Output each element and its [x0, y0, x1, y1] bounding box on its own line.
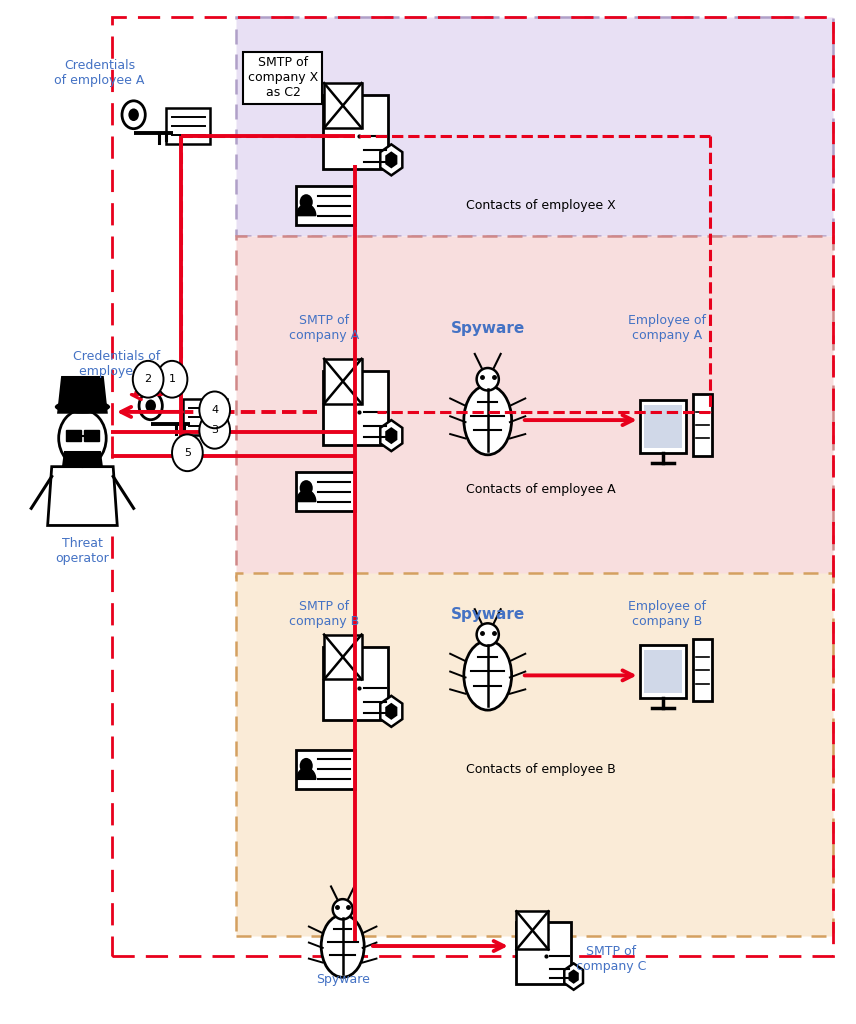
Polygon shape	[380, 696, 402, 727]
Circle shape	[128, 109, 139, 121]
Text: Spyware: Spyware	[450, 321, 525, 336]
FancyBboxPatch shape	[323, 371, 388, 444]
Circle shape	[172, 434, 203, 471]
Text: 5: 5	[184, 447, 191, 458]
Text: Contacts of employee A: Contacts of employee A	[467, 483, 616, 496]
Text: SMTP of
company A: SMTP of company A	[288, 314, 359, 342]
FancyBboxPatch shape	[236, 16, 833, 237]
FancyBboxPatch shape	[165, 109, 210, 144]
FancyBboxPatch shape	[693, 394, 712, 456]
Circle shape	[199, 412, 230, 449]
Circle shape	[122, 100, 146, 129]
Text: 4: 4	[211, 404, 218, 415]
Circle shape	[300, 758, 312, 774]
Polygon shape	[57, 376, 108, 414]
Text: 3: 3	[211, 425, 218, 435]
Ellipse shape	[464, 641, 512, 710]
Text: SMTP of
company B: SMTP of company B	[288, 600, 359, 628]
FancyBboxPatch shape	[236, 237, 833, 579]
Polygon shape	[297, 204, 316, 216]
Text: SMTP of
company C: SMTP of company C	[576, 945, 646, 973]
Text: SMTP of
company X
as C2: SMTP of company X as C2	[248, 56, 318, 99]
Polygon shape	[568, 970, 579, 984]
Text: Spyware: Spyware	[450, 606, 525, 622]
FancyBboxPatch shape	[323, 647, 388, 720]
Text: Employee of
company A: Employee of company A	[628, 314, 706, 342]
FancyBboxPatch shape	[182, 399, 227, 435]
Text: Credentials
of employee A: Credentials of employee A	[54, 58, 145, 87]
Circle shape	[59, 410, 106, 467]
Circle shape	[157, 360, 187, 397]
FancyBboxPatch shape	[296, 750, 355, 790]
FancyBboxPatch shape	[84, 430, 98, 441]
Circle shape	[199, 391, 230, 428]
Ellipse shape	[477, 624, 499, 646]
Text: 2: 2	[145, 374, 152, 384]
FancyBboxPatch shape	[324, 83, 361, 128]
Text: Contacts of employee X: Contacts of employee X	[467, 199, 616, 212]
Polygon shape	[385, 152, 397, 168]
FancyBboxPatch shape	[324, 358, 361, 403]
Circle shape	[133, 360, 163, 397]
FancyBboxPatch shape	[236, 573, 833, 936]
FancyBboxPatch shape	[639, 645, 686, 698]
Polygon shape	[62, 451, 103, 467]
Ellipse shape	[55, 400, 110, 414]
FancyBboxPatch shape	[516, 911, 549, 949]
Polygon shape	[297, 768, 316, 779]
Ellipse shape	[321, 914, 364, 977]
Polygon shape	[385, 702, 397, 720]
Text: Employee of
company B: Employee of company B	[628, 600, 706, 628]
Circle shape	[146, 399, 156, 412]
Polygon shape	[380, 144, 402, 175]
Text: Contacts of employee B: Contacts of employee B	[467, 763, 616, 776]
Text: Credentials of
employee B: Credentials of employee B	[73, 350, 160, 378]
Polygon shape	[564, 964, 583, 990]
FancyBboxPatch shape	[66, 430, 80, 441]
FancyBboxPatch shape	[296, 186, 355, 225]
FancyBboxPatch shape	[639, 399, 686, 453]
Circle shape	[300, 195, 312, 210]
Ellipse shape	[333, 899, 353, 920]
Circle shape	[139, 392, 163, 420]
FancyBboxPatch shape	[515, 922, 571, 984]
Ellipse shape	[477, 368, 499, 390]
Circle shape	[300, 480, 312, 496]
Text: Threat
operator: Threat operator	[56, 537, 110, 565]
Polygon shape	[380, 420, 402, 452]
FancyBboxPatch shape	[644, 404, 681, 447]
Text: 1: 1	[169, 374, 175, 384]
FancyBboxPatch shape	[323, 95, 388, 169]
Polygon shape	[48, 467, 117, 525]
FancyBboxPatch shape	[693, 639, 712, 700]
Text: Spyware: Spyware	[316, 973, 370, 986]
FancyBboxPatch shape	[296, 472, 355, 511]
Polygon shape	[297, 490, 316, 502]
Ellipse shape	[464, 385, 512, 455]
Polygon shape	[385, 427, 397, 444]
FancyBboxPatch shape	[644, 649, 681, 693]
FancyBboxPatch shape	[324, 635, 361, 680]
